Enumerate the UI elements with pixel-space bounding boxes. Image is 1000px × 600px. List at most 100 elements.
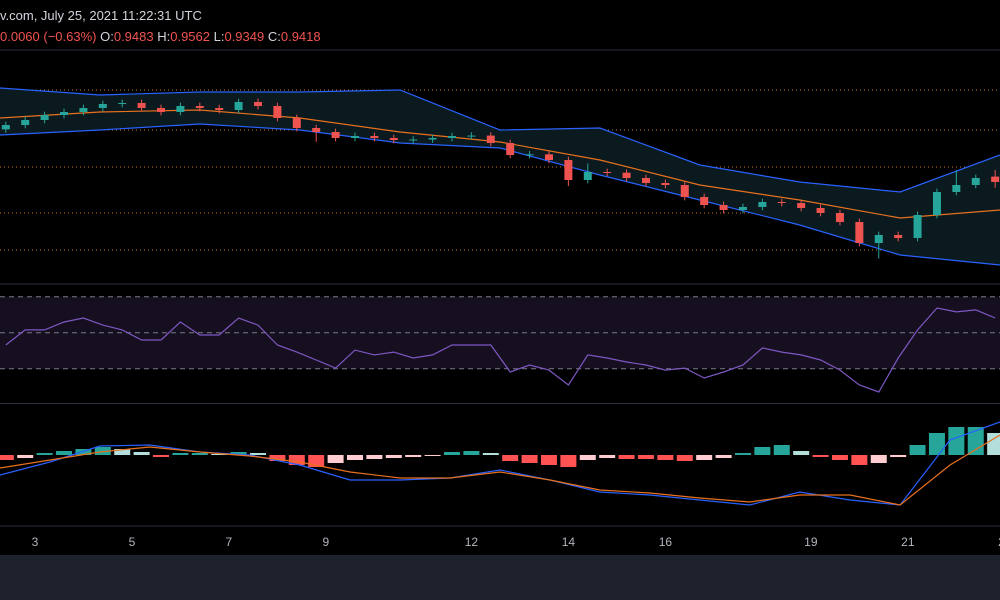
candle-body — [40, 115, 49, 120]
signal-line — [0, 434, 1000, 506]
candle-body — [680, 185, 689, 197]
candle-body — [1, 125, 10, 130]
histogram-bar — [579, 455, 596, 460]
histogram-bar — [773, 445, 790, 455]
x-tick-label: 23 — [998, 535, 1000, 549]
histogram-bar — [0, 455, 14, 460]
histogram-bar — [754, 447, 771, 455]
candle-body — [603, 172, 612, 173]
ohlc-value: 0.9483 — [114, 29, 154, 44]
histogram-bar — [56, 451, 73, 455]
histogram-bar — [599, 455, 616, 458]
histogram-bar — [153, 455, 170, 457]
candle-body — [932, 192, 941, 215]
candle-body — [913, 215, 922, 238]
candle-body — [758, 202, 767, 207]
histogram-bar — [327, 455, 344, 463]
ohlc-label: O: — [100, 29, 114, 44]
candle-body — [506, 143, 515, 155]
candle-body — [525, 154, 534, 156]
upper-band — [0, 87, 1000, 193]
ohlc-label: H: — [157, 29, 170, 44]
ohlc-value: 0.9418 — [281, 29, 321, 44]
candle-body — [350, 136, 359, 138]
header-values: 0.0060 (−0.63%) O:0.9483 H:0.9562 L:0.93… — [0, 29, 321, 44]
header-source: v.com, July 25, 2021 11:22:31 UTC — [0, 8, 202, 23]
candle-body — [409, 139, 418, 141]
x-tick-label: 5 — [129, 535, 136, 549]
candle-body — [98, 104, 107, 108]
histogram-bar — [560, 455, 577, 467]
x-tick-label: 19 — [804, 535, 818, 549]
candle-body — [157, 108, 166, 112]
histogram-bar — [211, 454, 228, 455]
candle-body — [370, 136, 379, 138]
histogram-bar — [831, 455, 848, 460]
histogram-bar — [405, 455, 422, 457]
candle-body — [797, 203, 806, 208]
histogram-bar — [94, 447, 111, 455]
histogram-bar — [870, 455, 887, 463]
x-tick-label: 7 — [226, 535, 233, 549]
histogram-bar — [540, 455, 557, 465]
histogram-bar — [288, 455, 305, 465]
histogram-bar — [424, 455, 441, 456]
candle-body — [564, 160, 573, 180]
candle-body — [389, 138, 398, 140]
histogram-bar — [463, 451, 480, 455]
histogram-bar — [133, 452, 150, 455]
histogram-bar — [812, 455, 829, 457]
histogram-bar — [715, 455, 732, 458]
x-tick-label: 14 — [562, 535, 576, 549]
x-tick-label: 9 — [323, 535, 330, 549]
histogram-bar — [75, 449, 92, 455]
histogram-bar — [172, 453, 189, 455]
candle-body — [700, 197, 709, 205]
candle-body — [544, 154, 553, 160]
candle-body — [60, 112, 69, 115]
candle-body — [991, 176, 1000, 182]
candle-body — [777, 202, 786, 203]
candle-body — [215, 108, 224, 110]
candle-body — [292, 118, 301, 128]
histogram-bar — [696, 455, 713, 460]
histogram-bar — [250, 453, 267, 455]
histogram-bar — [36, 453, 53, 455]
ohlc-value: 0.9349 — [224, 29, 264, 44]
candle-body — [661, 183, 670, 185]
histogram-bar — [890, 455, 907, 457]
histogram-bar — [230, 452, 247, 455]
candle-body — [79, 108, 88, 112]
histogram-bar — [114, 449, 131, 455]
candle-body — [118, 103, 127, 104]
candle-body — [467, 135, 476, 137]
candle-body — [254, 102, 263, 106]
candle-body — [176, 106, 185, 112]
histogram-bar — [385, 455, 402, 458]
histogram-bar — [987, 433, 1000, 455]
candle-body — [21, 120, 30, 125]
candle-body — [855, 222, 864, 243]
histogram-bar — [909, 445, 926, 455]
histogram-bar — [793, 451, 810, 455]
histogram-bar — [346, 455, 363, 460]
candle-body — [622, 172, 631, 178]
candle-body — [641, 178, 650, 183]
histogram-bar — [269, 455, 286, 461]
candle-body — [273, 106, 282, 118]
histogram-bar — [482, 453, 499, 455]
histogram-bar — [637, 455, 654, 459]
candle-body — [137, 103, 146, 108]
marks: 3 5 7 9 12 14 16 19 21 23 — [0, 87, 1000, 549]
histogram-bar — [948, 427, 965, 455]
candle-body — [738, 207, 747, 210]
candle-body — [874, 235, 883, 243]
candle-body — [331, 132, 340, 138]
candle-body — [486, 135, 495, 143]
candle-body — [816, 208, 825, 213]
candle-body — [971, 178, 980, 185]
candle-body — [447, 136, 456, 138]
histogram-bar — [928, 433, 945, 455]
